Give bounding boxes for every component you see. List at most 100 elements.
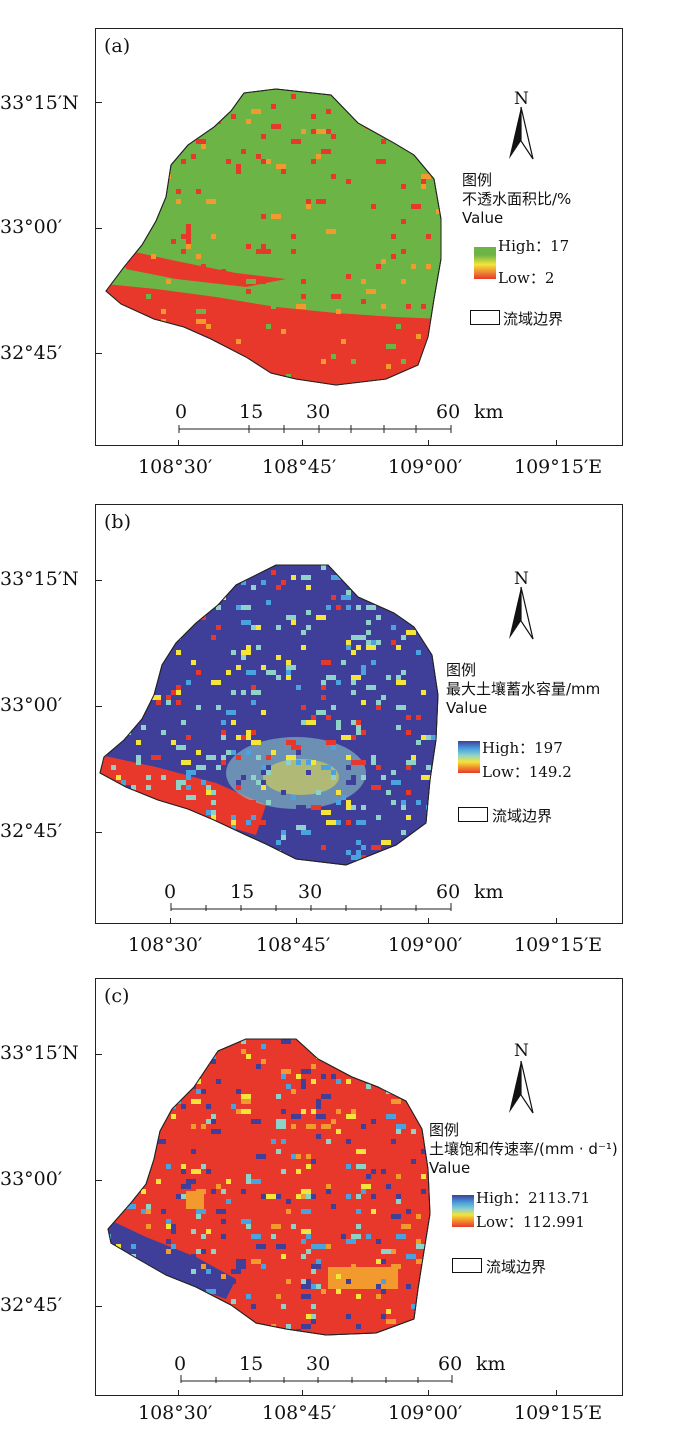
legend-high-label: High：2113.71 [476,1189,591,1207]
raster-cell [276,670,281,675]
raster-cell [311,805,316,810]
raster-cell [141,144,146,149]
raster-cell [206,830,216,835]
lat-label-32-45: 32°45′ [0,342,63,364]
raster-cell [326,109,331,114]
raster-cell [186,775,191,780]
raster-cell [306,830,311,835]
raster-cell [281,830,286,835]
raster-cell [361,775,366,780]
raster-cell [216,1079,221,1084]
raster-cell [231,1299,236,1304]
raster-cell [376,705,381,710]
raster-cell [406,1284,411,1289]
raster-cell [236,159,241,164]
raster-cell [166,1249,171,1254]
raster-cell [106,184,111,189]
raster-cell [246,605,251,610]
raster-cell [286,740,296,745]
raster-cell [206,755,216,760]
raster-cell [221,1189,226,1194]
raster-cell [366,1174,371,1179]
raster-cell [151,254,156,259]
raster-cell [141,229,146,234]
raster-cell [266,755,271,760]
raster-cell [286,665,291,670]
raster-cell [181,595,186,600]
raster-cell [201,124,206,129]
scale-tick-0: 0 [164,881,177,903]
raster-cell [416,1319,421,1324]
raster-cell [226,750,231,755]
raster-cell [316,710,326,715]
raster-cell [246,119,251,124]
raster-cell [206,1229,211,1234]
scale-tick-30: 30 [298,881,323,903]
raster-cell [296,1169,301,1174]
raster-cell [156,1139,166,1144]
raster-cell [191,660,196,665]
raster-cell [131,119,136,124]
raster-cell [326,675,336,680]
raster-cell [411,605,416,610]
raster-cell [201,1089,206,1094]
raster-cell [351,1069,356,1074]
raster-cell [146,334,156,339]
raster-cell [186,304,191,309]
raster-cell [261,845,266,850]
raster-cell [211,1249,216,1254]
raster-cell [291,1124,296,1129]
raster-cell [411,615,416,620]
raster-cell [191,1169,201,1174]
raster-cell [381,775,386,780]
raster-cell [136,565,141,570]
raster-cell [436,209,441,214]
raster-cell [396,705,406,710]
lat-label-33-00: 33°00′ [0,694,63,716]
raster-cell [166,1164,171,1169]
raster-cell [146,319,156,324]
raster-cell [266,860,271,865]
raster-cell [251,1234,261,1239]
raster-cell [256,249,266,254]
raster-cell [361,730,366,735]
raster-cell [421,174,431,179]
raster-cell [126,1049,131,1054]
raster-cell [316,805,321,810]
raster-cell [256,755,261,760]
raster-cell [161,1049,166,1054]
raster-cell [191,1124,196,1129]
raster-cell [196,364,201,369]
raster-cell [376,159,386,164]
raster-cell [216,1314,221,1319]
raster-cell [186,1179,196,1184]
raster-cell [241,735,246,740]
raster-cell [126,690,136,695]
raster-cell [146,179,151,184]
raster-cell [311,1244,321,1249]
raster-cell [161,309,166,314]
raster-cell [181,720,186,725]
raster-cell [106,229,111,234]
raster-cell [431,109,441,114]
raster-cell [296,304,306,309]
raster-cell [301,575,311,580]
raster-cell [351,134,356,139]
lon-label-109-00: 109°00′ [388,934,463,956]
raster-cell [436,825,438,830]
raster-cell [116,790,121,795]
raster-cell [101,820,111,825]
raster-cell [391,1074,396,1079]
raster-cell [431,860,436,865]
raster-cell [371,610,376,615]
raster-cell [281,359,286,364]
raster-cell [356,585,361,590]
raster-cell [331,1119,336,1124]
raster-cell [376,815,381,820]
raster-cell [271,1224,281,1229]
raster-cell [111,605,116,610]
raster-cell [291,575,296,580]
raster-cell [261,244,266,249]
raster-cell [356,840,361,845]
raster-cell [346,850,351,855]
